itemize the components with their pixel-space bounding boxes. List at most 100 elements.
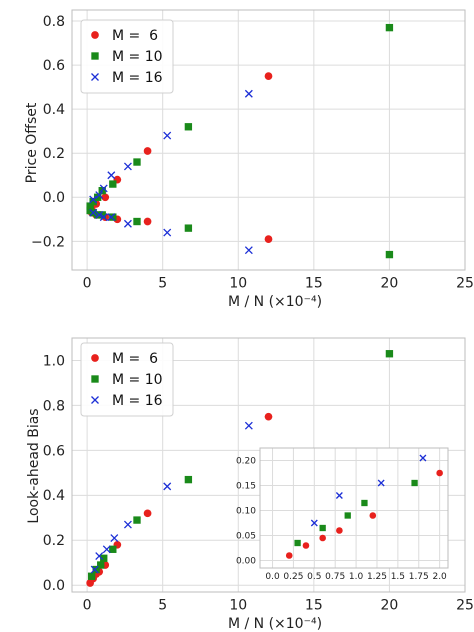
- inset-m10-point: [319, 524, 326, 532]
- inset-xtick-label: 0.25: [283, 572, 303, 582]
- inset-m10-point: [411, 479, 418, 487]
- inset-xtick-label: 1.25: [367, 572, 387, 582]
- look-ahead-bias-ytick-label: 0.0: [43, 578, 65, 594]
- price-offset-m6-point: [264, 72, 273, 80]
- inset-m10-point: [294, 539, 301, 547]
- look-ahead-bias-xtick-label: 0: [83, 598, 92, 614]
- look-ahead-bias-xtick-label: 20: [381, 598, 399, 614]
- inset-m10-point: [361, 499, 368, 507]
- look-ahead-bias-m16-point: [244, 421, 253, 430]
- look-ahead-bias-legend-x-marker: [91, 396, 99, 404]
- inset-ytick-label: 0.15: [236, 482, 256, 492]
- price-offset-m16-point: [95, 210, 104, 219]
- inset-m6-point: [319, 534, 326, 542]
- price-offset-ytick-label: 0.0: [43, 190, 65, 206]
- look-ahead-bias-legend-circle-marker: [91, 354, 99, 362]
- inset-grid: [260, 448, 448, 568]
- look-ahead-bias-m10-point: [100, 554, 108, 562]
- inset-xtick-label: 0.75: [325, 572, 345, 582]
- price-offset-ytick-label: 0.2: [43, 146, 65, 162]
- inset-m16-point: [419, 454, 427, 462]
- price-offset-m16-point: [99, 213, 108, 222]
- inset-xtick-label: 2.0: [432, 572, 447, 582]
- look-ahead-bias-ticks: 0 5 10 15 20 25 0.0 0.2 0.4 0.6 0.8 1.0: [43, 353, 474, 613]
- inset-xtick-label: 1.5: [391, 572, 405, 582]
- price-offset-m10-point: [385, 250, 394, 259]
- inset-xtick-label: 1.75: [409, 572, 429, 582]
- look-ahead-bias-xtick-label: 25: [456, 598, 474, 614]
- price-offset-ytick-label: 0.6: [43, 58, 65, 74]
- look-ahead-bias-xtick-label: 10: [229, 598, 247, 614]
- look-ahead-bias-m16-point: [95, 552, 104, 560]
- look-ahead-bias-chart: 0 5 10 15 20 25 0.0 0.2 0.4 0.6 0.8 1.0 M / N (×10⁻…: [26, 337, 474, 632]
- price-offset-m16-point: [163, 228, 172, 237]
- look-ahead-bias-ylabel: Look-ahead Bias: [26, 408, 42, 523]
- price-offset-xtick-label: 10: [229, 276, 247, 292]
- price-offset-legend: M = 6 M = 10 M = 16: [80, 19, 174, 94]
- price-offset-legend-square-marker: [91, 52, 99, 60]
- price-offset-legend-label: M = 16: [112, 70, 163, 86]
- look-ahead-bias-xtick-label: 15: [305, 598, 323, 614]
- price-offset-m16-point: [244, 246, 253, 255]
- price-offset-m10-point: [385, 23, 394, 32]
- look-ahead-bias-points: [86, 350, 394, 587]
- price-offset-m16-point: [163, 131, 172, 140]
- price-offset-chart: 0 5 10 15 20 25 −0.2 0.0 0.2 0.4 0.6 0.8 M / N (×10…: [24, 9, 474, 310]
- price-offset-ytick-label: 0.4: [43, 102, 65, 118]
- look-ahead-bias-m10-point: [184, 475, 193, 484]
- inset-ytick-label: 0.20: [236, 457, 256, 467]
- price-offset-m10-point: [89, 198, 97, 206]
- inset-xtick-label: 0.0: [265, 572, 280, 582]
- look-ahead-bias-m16-point: [102, 545, 111, 554]
- price-offset-m10-point: [133, 217, 141, 226]
- price-offset-m16-point: [95, 191, 104, 200]
- price-offset-m16-point: [123, 219, 132, 228]
- look-ahead-bias-xlabel: M / N (×10⁻⁴): [228, 616, 322, 632]
- inset-m6-point: [369, 512, 377, 519]
- inset-m6-point: [302, 542, 310, 549]
- inset-m6-point: [436, 469, 443, 477]
- price-offset-legend-circle-marker: [91, 31, 99, 39]
- look-ahead-bias-m16-point: [90, 565, 99, 574]
- look-ahead-bias-ytick-label: 0.6: [43, 443, 65, 459]
- price-offset-m10-point: [94, 211, 102, 219]
- price-offset-points: [86, 23, 394, 259]
- price-offset-m16-point: [123, 162, 132, 171]
- price-offset-m16-point: [107, 213, 116, 222]
- look-ahead-bias-m10-point: [109, 545, 117, 553]
- price-offset-legend-x-marker: [91, 73, 99, 81]
- price-offset-m6-point: [143, 147, 152, 155]
- inset-m16-point: [377, 479, 385, 487]
- inset-m6-point: [285, 552, 293, 559]
- inset-m16-point: [335, 492, 343, 499]
- inset-axes: [259, 447, 449, 569]
- price-offset-m16-point: [89, 195, 98, 204]
- look-ahead-bias-m10-point: [97, 561, 105, 569]
- price-offset-m6-point: [264, 235, 273, 244]
- look-ahead-bias-xtick-label: 5: [158, 598, 167, 614]
- price-offset-m10-point: [133, 158, 141, 166]
- price-offset-ticks: 0 5 10 15 20 25 −0.2 0.0 0.2 0.4 0.6 0.8: [31, 14, 474, 292]
- inset-xtick-label: 1.0: [349, 572, 364, 582]
- inset-ytick-label: 0.00: [236, 557, 256, 567]
- look-ahead-bias-m16-point: [123, 520, 132, 529]
- price-offset-m10-point: [184, 224, 193, 232]
- price-offset-m16-point: [99, 184, 108, 193]
- price-offset-m6-point: [143, 217, 152, 226]
- look-ahead-bias-legend: M = 6 M = 10 M = 16: [80, 342, 174, 417]
- look-ahead-bias-legend-label: M = 6: [112, 351, 158, 367]
- inset-ytick-label: 0.05: [236, 532, 256, 542]
- look-ahead-bias-ytick-label: 0.2: [43, 533, 65, 549]
- look-ahead-bias-legend-label: M = 10: [112, 372, 163, 388]
- inset-points: [285, 454, 443, 559]
- inset-ticks: 0.0 0.25 0.5 0.75 1.0 1.25 1.5 1.75 2.0 0.00 0.05 0…: [236, 457, 447, 582]
- look-ahead-bias-axes: [71, 337, 466, 593]
- look-ahead-bias-ytick-label: 0.8: [43, 398, 65, 414]
- price-offset-m10-point: [86, 202, 94, 210]
- look-ahead-bias-m16-point: [163, 482, 172, 491]
- look-ahead-bias-m6-point: [143, 509, 152, 518]
- price-offset-ylabel: Price Offset: [24, 102, 40, 183]
- inset-m10-point: [344, 512, 351, 519]
- look-ahead-bias-legend-square-marker: [91, 375, 99, 383]
- look-ahead-bias-legend-label: M = 16: [112, 393, 163, 409]
